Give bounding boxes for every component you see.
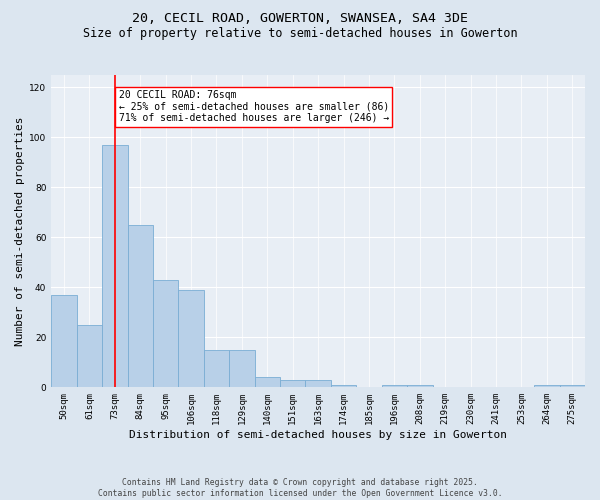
- Text: Contains HM Land Registry data © Crown copyright and database right 2025.
Contai: Contains HM Land Registry data © Crown c…: [98, 478, 502, 498]
- Text: 20, CECIL ROAD, GOWERTON, SWANSEA, SA4 3DE: 20, CECIL ROAD, GOWERTON, SWANSEA, SA4 3…: [132, 12, 468, 26]
- Bar: [382, 385, 407, 388]
- Bar: [102, 145, 128, 388]
- Bar: [51, 295, 77, 388]
- Bar: [204, 350, 229, 388]
- X-axis label: Distribution of semi-detached houses by size in Gowerton: Distribution of semi-detached houses by …: [129, 430, 507, 440]
- Bar: [534, 385, 560, 388]
- Bar: [407, 385, 433, 388]
- Y-axis label: Number of semi-detached properties: Number of semi-detached properties: [15, 116, 25, 346]
- Bar: [128, 225, 153, 388]
- Bar: [280, 380, 305, 388]
- Bar: [560, 385, 585, 388]
- Bar: [254, 378, 280, 388]
- Bar: [77, 325, 102, 388]
- Bar: [305, 380, 331, 388]
- Bar: [229, 350, 254, 388]
- Bar: [178, 290, 204, 388]
- Bar: [153, 280, 178, 388]
- Text: Size of property relative to semi-detached houses in Gowerton: Size of property relative to semi-detach…: [83, 28, 517, 40]
- Bar: [331, 385, 356, 388]
- Text: 20 CECIL ROAD: 76sqm
← 25% of semi-detached houses are smaller (86)
71% of semi-: 20 CECIL ROAD: 76sqm ← 25% of semi-detac…: [119, 90, 389, 123]
